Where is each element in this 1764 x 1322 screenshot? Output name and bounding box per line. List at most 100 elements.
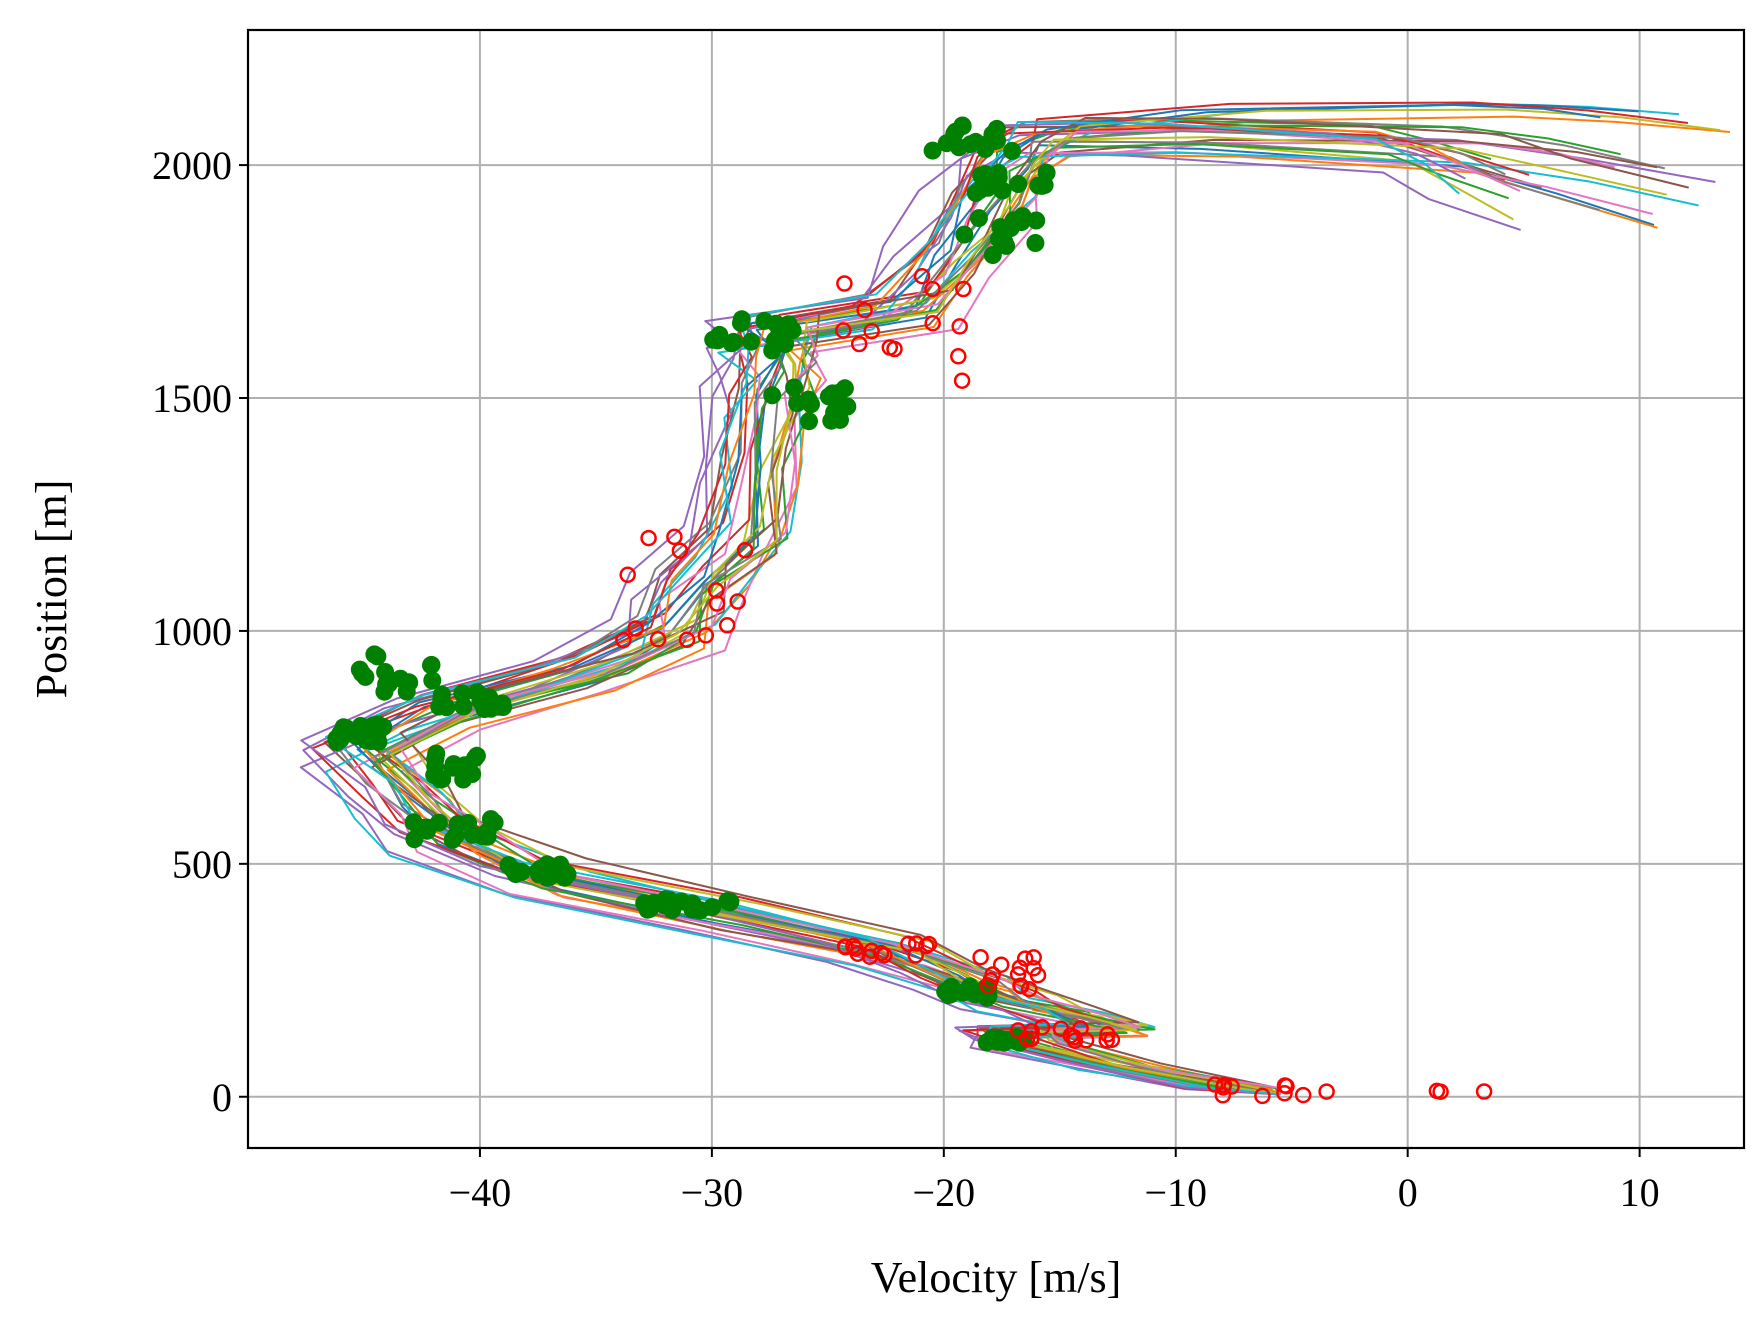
trajectory-line [378, 124, 1621, 1095]
filled-marker [473, 827, 492, 846]
trajectory-line [325, 121, 1460, 1096]
open-marker [924, 315, 941, 332]
trajectory-line [300, 121, 1466, 1096]
open-marker [1098, 1032, 1115, 1049]
trajectory-lines [299, 101, 1730, 1096]
open-marker [1072, 1020, 1089, 1037]
filled-marker [368, 647, 387, 666]
open-marker [1023, 1022, 1040, 1040]
open-marker [1223, 1078, 1240, 1095]
filled-marker [989, 163, 1008, 182]
filled-marker [969, 209, 988, 228]
filled-marker [763, 341, 782, 360]
open-marker [835, 322, 852, 339]
filled-marker [425, 766, 444, 785]
filled-marker [1027, 211, 1046, 230]
open-marker [979, 977, 997, 994]
y-tick-label: 0 [212, 1075, 232, 1120]
open-marker [708, 595, 726, 612]
filled-marker [788, 394, 807, 413]
trajectory-line [390, 136, 1668, 1096]
open-marker [1103, 1031, 1121, 1049]
open-marker [1016, 950, 1034, 967]
open-marker [1023, 1030, 1040, 1048]
open-marker [1052, 1020, 1070, 1037]
open-marker [900, 935, 917, 952]
filled-marker [422, 655, 441, 674]
filled-marker [454, 697, 473, 716]
open-marker [872, 944, 890, 962]
trajectory-line [352, 151, 1653, 1096]
filled-marker [1009, 175, 1028, 193]
filled-marker [976, 140, 995, 158]
open-marker [649, 631, 667, 648]
x-tick-label: −30 [681, 1170, 744, 1215]
open-marker [918, 937, 935, 955]
open-marker [729, 593, 746, 610]
open-marker [1009, 966, 1027, 983]
open-marker [1276, 1085, 1293, 1102]
open-marker [1206, 1076, 1224, 1093]
trajectory-line [400, 142, 1615, 1096]
open-marker [992, 956, 1010, 973]
filled-marker [972, 985, 991, 1003]
filled-marker [742, 332, 760, 351]
trajectory-line [311, 126, 1530, 1096]
open-marker [881, 339, 899, 356]
y-tick-label: 500 [172, 842, 232, 887]
open-marker [1215, 1079, 1232, 1096]
y-tick-label: 1500 [152, 376, 232, 421]
filled-marker [1003, 141, 1022, 160]
open-marker [1214, 1087, 1232, 1104]
filled-marker [755, 311, 774, 330]
open-marker [908, 935, 925, 952]
x-tick-label: −40 [449, 1170, 512, 1215]
x-tick-label: 10 [1620, 1170, 1660, 1215]
filled-marker [945, 124, 964, 143]
open-marker [951, 318, 968, 335]
open-marker [1432, 1083, 1449, 1100]
trajectory-line [386, 153, 1658, 1096]
open-marker [1475, 1083, 1493, 1100]
filled-marker [484, 694, 503, 713]
filled-marker [432, 689, 451, 708]
filled-marker [732, 314, 750, 332]
open-marker [953, 372, 971, 389]
x-tick-label: −10 [1144, 1170, 1207, 1215]
open-marker [920, 935, 938, 953]
open-marker [666, 528, 683, 546]
trajectory-line [376, 144, 1655, 1096]
filled-marker [966, 184, 985, 202]
trajectory-line [324, 151, 1699, 1096]
filled-marker [992, 230, 1011, 249]
filled-marker [405, 830, 424, 849]
filled-marker [923, 141, 942, 160]
open-marker [950, 348, 967, 365]
open-marker [850, 335, 868, 353]
open-marker [1025, 949, 1042, 966]
filled-marker [350, 660, 369, 679]
open-marker [697, 627, 715, 644]
filled-marker [635, 894, 654, 913]
filled-marker [443, 830, 462, 849]
open-marker [836, 275, 853, 292]
trajectory-line [302, 129, 1716, 1096]
open-marker [1318, 1083, 1335, 1100]
filled-marker [822, 411, 841, 430]
open-marker [615, 631, 632, 649]
filled-marker [830, 383, 849, 402]
trajectory-line [358, 119, 1492, 1096]
filled-marker [983, 246, 1002, 264]
y-tick-label: 2000 [152, 143, 232, 188]
filled-marker [444, 755, 463, 774]
trajectory-line [386, 115, 1730, 1096]
open-marker [836, 938, 854, 955]
y-tick-label: 1000 [152, 609, 232, 654]
open-marker [856, 301, 873, 319]
open-marker [619, 566, 636, 584]
filled-marker [377, 675, 396, 694]
filled-marker [1026, 234, 1045, 252]
trajectory-line [328, 116, 1666, 1096]
open-marker [863, 322, 880, 340]
